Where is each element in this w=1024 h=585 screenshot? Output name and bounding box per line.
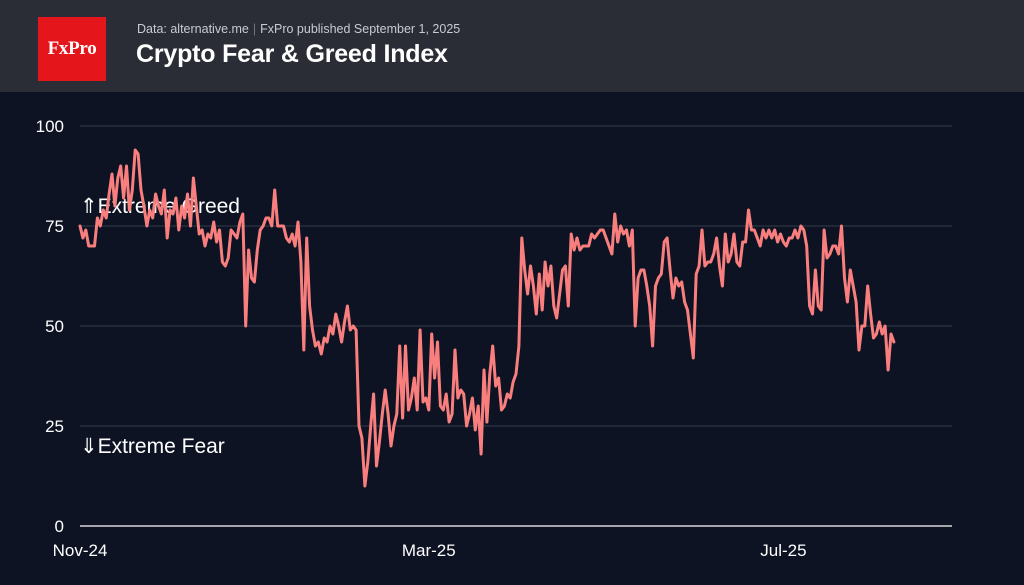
data-source: Data: alternative.me <box>137 22 249 36</box>
publish-date: FxPro published September 1, 2025 <box>260 22 461 36</box>
chart-title: Crypto Fear & Greed Index <box>136 40 448 68</box>
fear-greed-index-line <box>78 148 896 488</box>
y-tick-label: 50 <box>45 317 64 336</box>
x-tick-label: Nov-24 <box>53 541 108 560</box>
series-layer <box>78 148 896 488</box>
header-bar: FxPro Data: alternative.me | FxPro publish… <box>0 0 1024 92</box>
y-tick-label: 100 <box>36 117 64 136</box>
y-tick-label: 0 <box>55 517 64 536</box>
x-axis-ticks: Nov-24 Mar-25 Jul-25 <box>53 541 807 560</box>
y-tick-label: 25 <box>45 417 64 436</box>
x-tick-label: Jul-25 <box>760 541 806 560</box>
fxpro-logo: FxPro <box>38 17 106 81</box>
meta-separator: | <box>252 22 257 36</box>
x-tick-label: Mar-25 <box>402 541 456 560</box>
y-axis-ticks: 0 25 50 75 100 <box>36 117 64 536</box>
extreme-fear-label: ⇓Extreme Fear <box>80 435 225 458</box>
grid-lines <box>80 125 952 527</box>
y-tick-label: 75 <box>45 217 64 236</box>
logo-text: FxPro <box>47 38 97 59</box>
source-line: Data: alternative.me | FxPro published Sep… <box>137 22 460 36</box>
